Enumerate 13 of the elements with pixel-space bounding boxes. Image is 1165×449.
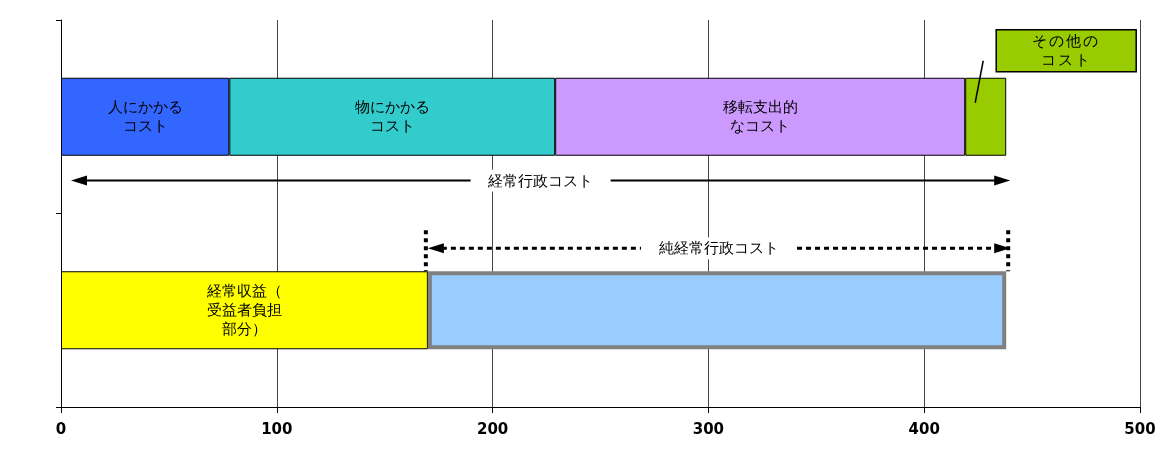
x-tick-label: 400 bbox=[908, 419, 940, 438]
annotation: 純経常行政コスト bbox=[659, 239, 780, 258]
x-tick-label: 100 bbox=[261, 419, 293, 438]
x-tick-label: 500 bbox=[1124, 419, 1156, 438]
series-label: 物にかかるコスト bbox=[354, 98, 430, 136]
series-label: 移転支出的なコスト bbox=[722, 98, 798, 136]
x-tick-label: 0 bbox=[55, 419, 67, 438]
series-label: その他のコスト bbox=[996, 30, 1137, 71]
x-tick-label: 300 bbox=[692, 419, 725, 438]
x-tick-label: 200 bbox=[476, 419, 509, 438]
annotation: 経常行政コスト bbox=[487, 171, 594, 190]
series-label: 経常収益（受益者負担部分） bbox=[205, 282, 282, 339]
series-label: 人にかかるコスト bbox=[107, 98, 183, 136]
